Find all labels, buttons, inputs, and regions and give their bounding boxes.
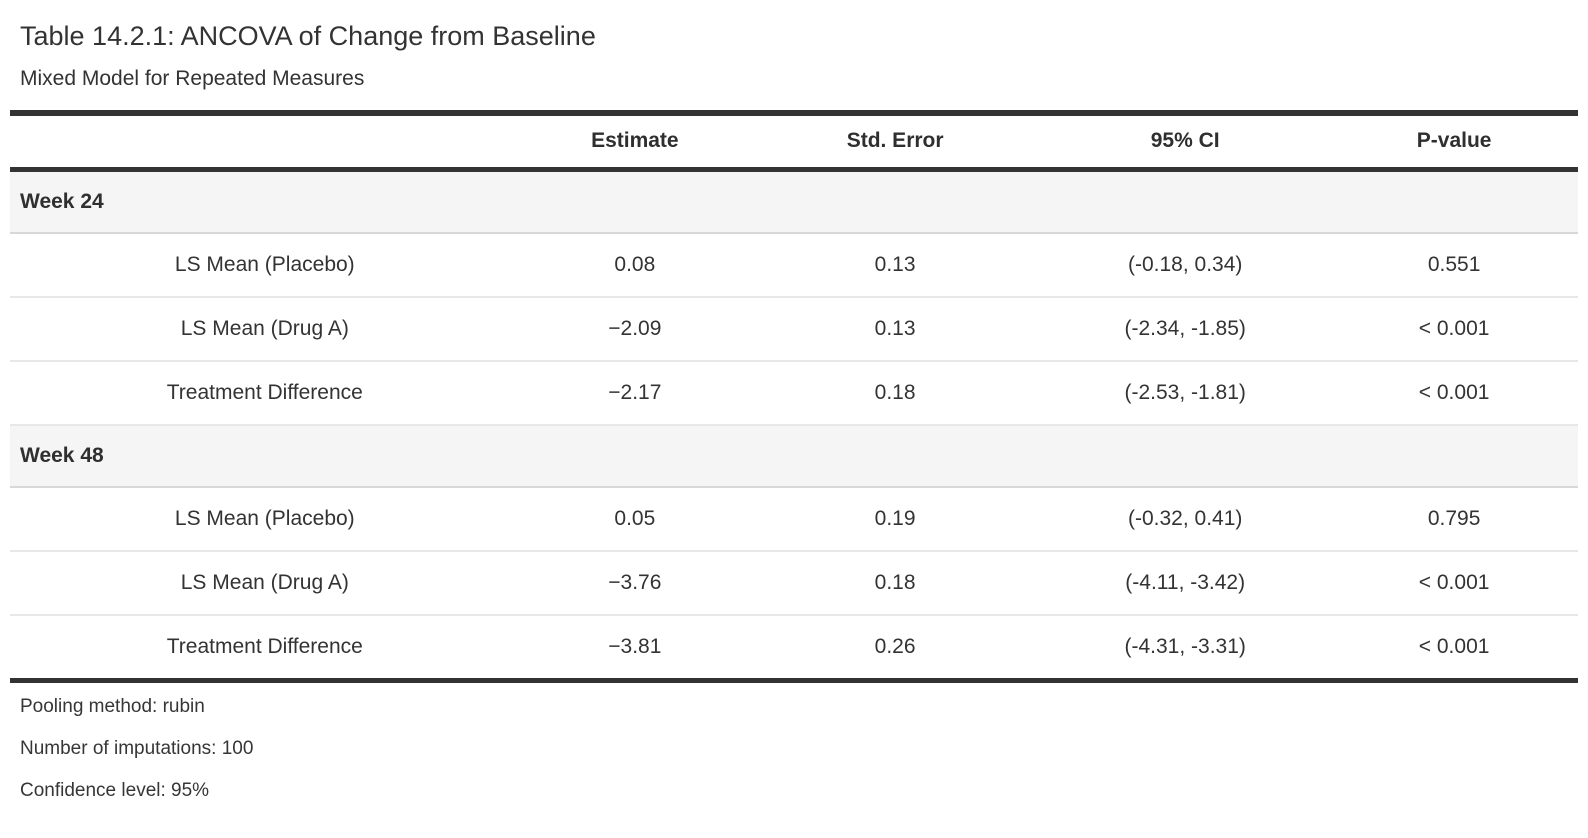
table-row-week24-ls-mean-placebo: LS Mean (Placebo) 0.08 0.13 (-0.18, 0.34… — [10, 233, 1578, 298]
ci-cell: (-2.53, -1.81) — [1040, 361, 1331, 426]
estimate-cell: −2.09 — [519, 297, 751, 362]
p-value-cell: < 0.001 — [1330, 297, 1578, 362]
p-value-cell: < 0.001 — [1330, 361, 1578, 426]
p-value-cell: < 0.001 — [1330, 551, 1578, 616]
column-header-stub — [10, 113, 520, 172]
std-error-cell: 0.13 — [750, 297, 1041, 362]
group-label: Week 48 — [10, 425, 1578, 488]
estimate-cell: −3.76 — [519, 551, 751, 616]
ci-cell: (-4.31, -3.31) — [1124, 635, 1246, 658]
table-row-week48-ls-mean-drug-a: LS Mean (Drug A) −3.76 0.18 (-4.11, -3.4… — [10, 551, 1578, 616]
column-header-std-error: Std. Error — [750, 113, 1041, 172]
estimate-cell: −2.17 — [519, 361, 751, 426]
std-error-cell: 0.18 — [750, 551, 1041, 616]
group-label: Week 24 — [10, 169, 1578, 234]
std-error-cell: 0.19 — [750, 487, 1041, 552]
table-row-week24-ls-mean-drug-a: LS Mean (Drug A) −2.09 0.13 (-2.34, -1.8… — [10, 297, 1578, 362]
column-header-estimate: Estimate — [519, 113, 751, 172]
row-label-cell: Treatment Difference — [10, 361, 520, 426]
estimate-cell: −3.81 — [608, 635, 662, 658]
std-error-cell: 0.18 — [750, 361, 1041, 426]
std-error-cell: 0.13 — [750, 233, 1041, 298]
p-value-cell: 0.551 — [1330, 233, 1578, 298]
row-label-cell: LS Mean (Placebo) — [10, 487, 520, 552]
ci-cell: (-4.11, -3.42) — [1040, 551, 1331, 616]
column-header-p-value: P-value — [1330, 113, 1578, 172]
column-header-95-ci: 95% CI — [1040, 113, 1331, 172]
group-row-week-24: Week 24 — [10, 169, 1578, 234]
table-subtitle: Mixed Model for Repeated Measures — [20, 67, 365, 90]
estimate-cell: 0.08 — [519, 233, 751, 298]
column-header-row: Estimate Std. Error 95% CI P-value — [10, 113, 1578, 172]
ci-cell: (-0.18, 0.34) — [1040, 233, 1331, 298]
table-row-week24-treatment-difference: Treatment Difference −2.17 0.18 (-2.53, … — [10, 361, 1578, 426]
footnote-confidence-level: Confidence level: 95% — [20, 780, 210, 801]
p-value-cell: 0.795 — [1330, 487, 1578, 552]
footnote-number-of-imputations: Number of imputations: 100 — [20, 738, 254, 759]
estimate-cell: 0.05 — [519, 487, 751, 552]
ci-cell: (-0.32, 0.41) — [1040, 487, 1331, 552]
table-title: Table 14.2.1: ANCOVA of Change from Base… — [20, 21, 596, 51]
row-label-cell: LS Mean (Drug A) — [10, 551, 520, 616]
row-label-cell: LS Mean (Placebo) — [10, 233, 520, 298]
row-label-cell: Treatment Difference — [166, 635, 363, 658]
table-row-week48-treatment-difference: Treatment Difference −3.81 0.26 (-4.31, … — [10, 615, 1578, 681]
std-error-cell: 0.26 — [874, 635, 916, 658]
table-header-block: Table 14.2.1: ANCOVA of Change from Base… — [0, 0, 1588, 91]
footnote-pooling-method: Pooling method: rubin — [20, 696, 205, 717]
group-row-week-48: Week 48 — [10, 425, 1578, 488]
p-value-cell: < 0.001 — [1418, 635, 1490, 658]
row-label-cell: LS Mean (Drug A) — [10, 297, 520, 362]
ancova-results-table: Estimate Std. Error 95% CI P-value Week … — [10, 110, 1578, 683]
table-footnotes: Pooling method: rubin Number of imputati… — [0, 683, 1588, 831]
table-row-week48-ls-mean-placebo: LS Mean (Placebo) 0.05 0.19 (-0.32, 0.41… — [10, 487, 1578, 552]
ci-cell: (-2.34, -1.85) — [1040, 297, 1331, 362]
